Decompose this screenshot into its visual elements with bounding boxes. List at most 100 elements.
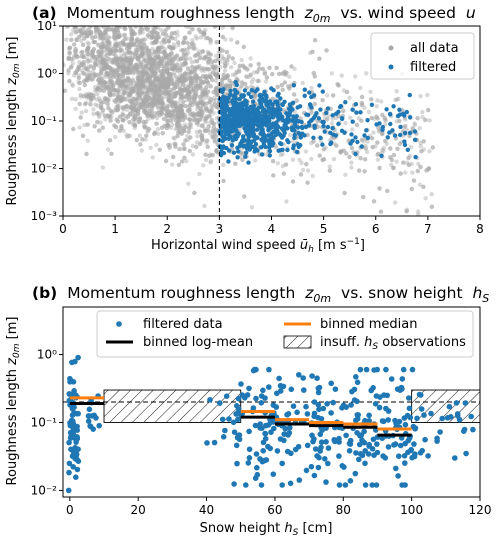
data-point-all xyxy=(102,57,107,62)
data-point-all xyxy=(394,97,400,102)
data-point-all xyxy=(176,90,181,96)
data-point-all xyxy=(163,158,169,164)
data-point-all xyxy=(183,94,189,100)
data-point-all xyxy=(398,171,403,176)
data-point-all xyxy=(130,51,135,56)
data-point-all xyxy=(156,55,161,60)
data-point-all xyxy=(93,28,99,33)
data-point-all xyxy=(197,117,202,122)
data-point-all xyxy=(85,122,90,127)
data-point-all xyxy=(182,51,187,56)
data-point-all xyxy=(220,48,225,53)
data-point-all xyxy=(194,59,200,64)
data-point-all xyxy=(120,87,126,92)
data-point-filtered xyxy=(233,114,238,119)
data-point-all xyxy=(369,136,375,141)
data-point-all xyxy=(223,63,228,69)
data-point-all xyxy=(160,101,165,106)
data-point-all xyxy=(369,115,374,121)
data-point-all xyxy=(177,103,183,109)
data-point-all xyxy=(72,42,77,47)
data-point-all xyxy=(92,124,97,129)
data-point-all xyxy=(197,171,202,177)
data-point-all xyxy=(152,66,158,71)
data-point-all xyxy=(181,99,186,105)
data-point-all xyxy=(133,48,139,53)
data-point-all xyxy=(208,74,213,80)
data-point-all xyxy=(102,36,108,41)
data-point-all xyxy=(127,78,133,84)
data-point-all xyxy=(83,30,89,35)
data-point-all xyxy=(133,68,138,73)
data-point-all xyxy=(145,104,151,109)
data-point-all xyxy=(115,107,121,112)
data-point-all xyxy=(324,117,330,122)
data-point-all xyxy=(161,88,166,93)
data-point-all xyxy=(289,64,294,69)
data-point-all xyxy=(342,190,347,196)
data-point-all xyxy=(375,116,380,121)
data-point-all xyxy=(135,49,140,54)
data-point-all xyxy=(117,75,123,80)
data-point-all xyxy=(214,65,219,70)
data-point-all xyxy=(148,65,153,70)
data-point-all xyxy=(78,92,83,98)
data-point-all xyxy=(221,178,226,184)
data-point-all xyxy=(97,52,102,58)
data-point-all xyxy=(143,99,148,104)
data-point-all xyxy=(210,59,215,64)
data-point-all xyxy=(117,128,123,133)
data-point-all xyxy=(161,88,167,93)
data-point-all xyxy=(188,70,193,76)
data-point-all xyxy=(134,66,139,72)
data-point-all xyxy=(70,61,76,66)
data-point-all xyxy=(214,104,219,110)
data-point-all xyxy=(376,151,381,157)
data-point-all xyxy=(187,148,192,154)
data-point-all xyxy=(107,27,112,32)
data-point-all xyxy=(155,77,160,83)
data-point-all xyxy=(120,112,125,118)
data-point-all xyxy=(179,94,185,100)
data-point-all xyxy=(179,77,184,82)
data-point-all xyxy=(426,166,431,172)
data-point-all xyxy=(63,62,66,68)
data-point-all xyxy=(160,101,166,106)
data-point-all xyxy=(175,29,180,35)
data-point-all xyxy=(102,66,107,72)
data-point-filtered xyxy=(359,144,364,149)
data-point-all xyxy=(133,97,139,102)
data-point-all xyxy=(207,153,212,158)
data-point-filtered xyxy=(298,143,303,148)
data-point-all xyxy=(383,138,388,144)
data-point-all xyxy=(189,86,195,91)
data-point-all xyxy=(207,114,212,119)
data-point-all xyxy=(148,52,153,57)
data-point-all xyxy=(71,28,76,33)
data-point-all xyxy=(214,91,219,97)
data-point-all xyxy=(150,155,155,160)
data-point-all xyxy=(99,32,105,38)
data-point-all xyxy=(388,155,393,160)
data-point-all xyxy=(112,98,117,103)
data-point-all xyxy=(133,84,138,89)
data-point-all xyxy=(166,142,171,148)
data-point-all xyxy=(137,116,143,121)
data-point-all xyxy=(159,84,165,89)
data-point-all xyxy=(395,146,400,151)
data-point-all xyxy=(125,36,130,41)
data-point-all xyxy=(115,119,121,124)
data-point-all xyxy=(200,89,205,95)
data-point-all xyxy=(127,120,132,125)
data-point-all xyxy=(79,54,85,59)
data-point-all xyxy=(309,156,314,162)
data-point-all xyxy=(154,37,159,42)
data-point-all xyxy=(100,58,105,63)
data-point-all xyxy=(128,50,133,55)
data-point-all xyxy=(143,94,148,100)
data-point-all xyxy=(159,110,164,115)
data-point-all xyxy=(357,168,362,173)
data-point-filtered xyxy=(364,128,369,133)
data-point-filtered xyxy=(342,130,347,135)
data-point-filtered xyxy=(248,123,254,128)
